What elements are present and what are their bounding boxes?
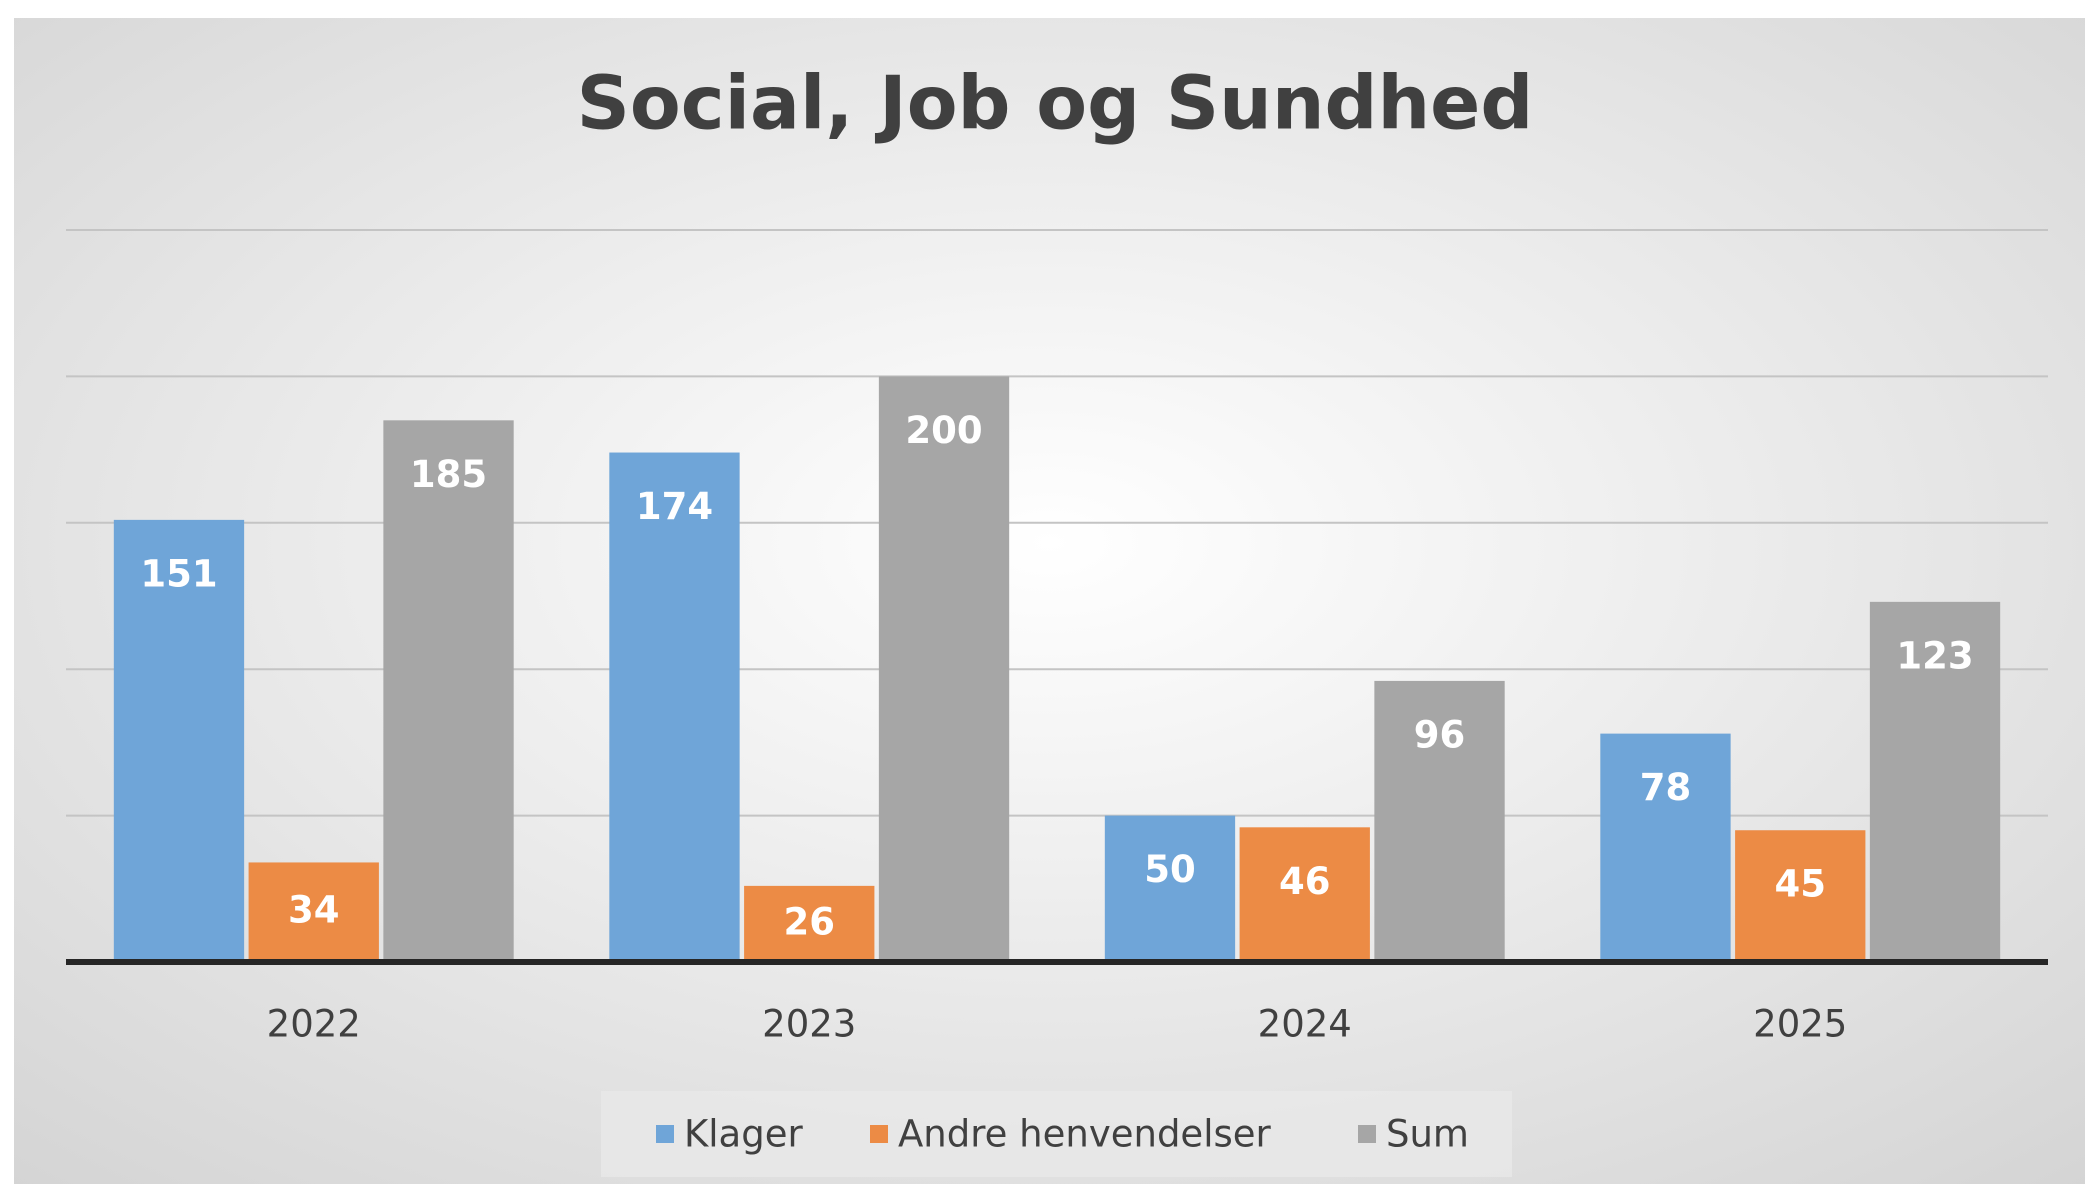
data-label: 78 [1640,766,1692,809]
bar [878,376,1010,962]
chart-title: Social, Job og Sundhed [577,61,1534,147]
bar [1600,733,1731,962]
x-tick-label: 2023 [762,1003,856,1046]
x-tick-label: 2024 [1258,1003,1352,1046]
chart-background [14,18,2085,1184]
bar [1374,680,1505,962]
data-label: 200 [905,409,982,452]
data-label: 185 [410,453,487,496]
legend-label: Andre henvendelser [898,1113,1272,1156]
legend-swatch [870,1125,888,1143]
bar [1104,815,1236,962]
legend-label: Sum [1386,1113,1469,1156]
bar [744,885,875,962]
legend-swatch [1358,1125,1376,1143]
bar [609,452,740,962]
bar [1735,830,1866,962]
data-label: 151 [140,552,217,595]
data-label: 174 [636,485,713,528]
bar [383,420,514,962]
data-label: 123 [1896,634,1973,677]
x-tick-label: 2022 [267,1003,361,1046]
data-label: 50 [1144,848,1196,891]
data-label: 46 [1279,860,1331,903]
legend-swatch [656,1125,674,1143]
bar [248,862,379,962]
data-label: 26 [784,900,836,943]
legend-label: Klager [684,1113,803,1156]
bar [1869,601,2001,962]
x-tick-label: 2025 [1753,1003,1847,1046]
bar [113,519,245,962]
data-label: 45 [1775,863,1827,906]
data-label: 96 [1414,713,1466,756]
bar [1239,827,1370,962]
data-label: 34 [288,889,340,932]
